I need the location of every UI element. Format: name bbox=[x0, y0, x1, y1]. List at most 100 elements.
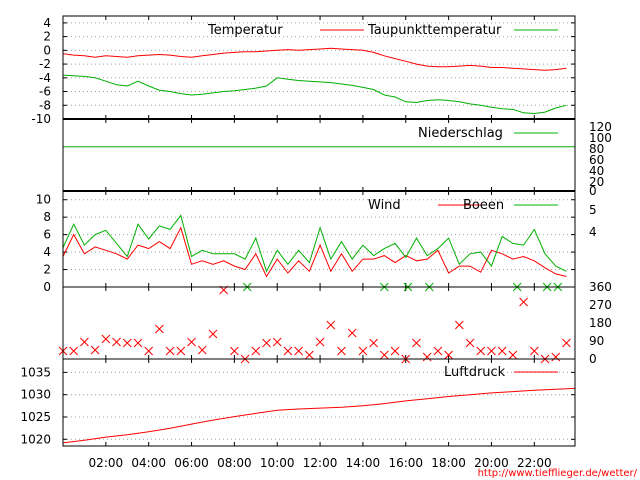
y-tick-label: -8 bbox=[39, 98, 51, 112]
y-tick-label: 0 bbox=[43, 43, 51, 57]
y-tick-label: 4 bbox=[43, 16, 51, 30]
x-tick-label: 14:00 bbox=[346, 456, 381, 470]
y-tick-label: 0 bbox=[43, 280, 51, 294]
panel-pressure: 1035 1030 1025 1020 Luftdruck 02:00 04:00 06:00… bbox=[20, 358, 576, 470]
point-wind-direction bbox=[251, 346, 261, 356]
x-tick-label: 20:00 bbox=[474, 456, 509, 470]
legend-label: Taupunkttemperatur bbox=[367, 23, 502, 38]
series-line-wind bbox=[62, 226, 567, 278]
point-wind-direction bbox=[197, 345, 207, 355]
series-line-taupunkttemperatur bbox=[62, 74, 567, 115]
point-wind-direction bbox=[101, 334, 111, 344]
point-wind-direction bbox=[122, 338, 132, 348]
x-tick-label: 16:00 bbox=[388, 456, 423, 470]
point-wind-direction bbox=[90, 345, 100, 355]
point-wind-direction bbox=[476, 346, 486, 356]
point-wind-direction bbox=[412, 338, 421, 348]
point-wind-direction bbox=[262, 338, 271, 348]
series-line-temperatur bbox=[62, 47, 567, 71]
legend-label: Niederschlag bbox=[418, 126, 503, 141]
y-tick-label: -4 bbox=[39, 71, 51, 85]
point-wind-direction bbox=[444, 350, 453, 360]
right-tick-label: 270 bbox=[589, 298, 612, 312]
y-tick-label: -6 bbox=[39, 85, 51, 99]
y-tick-label: 4 bbox=[43, 245, 51, 259]
y-tick-label: 10 bbox=[36, 193, 51, 207]
point-wind-direction bbox=[187, 337, 196, 347]
legend-label: Boeen bbox=[463, 198, 504, 213]
right-tick-label: 80 bbox=[589, 142, 604, 156]
right-tick-label: 60 bbox=[589, 153, 604, 167]
right-tick-label: 100 bbox=[589, 131, 612, 145]
right-tick-label: 20 bbox=[589, 175, 604, 189]
panel-frame bbox=[62, 286, 576, 360]
point-wind-direction bbox=[454, 320, 464, 330]
right-tick-label: 180 bbox=[589, 316, 612, 330]
x-tick-label: 06:00 bbox=[174, 456, 209, 470]
panel-wind-direction: 360 270 180 90 0 bbox=[58, 280, 612, 366]
panel-frame bbox=[62, 358, 576, 447]
y-tick-label: -10 bbox=[31, 112, 51, 126]
point-wind-direction bbox=[519, 297, 528, 307]
x-tick-label: 12:00 bbox=[303, 456, 338, 470]
right-tick-label: 4 bbox=[589, 225, 597, 239]
point-wind-direction bbox=[315, 337, 325, 347]
point-wind-direction bbox=[433, 346, 443, 356]
y-tick-label: 2 bbox=[43, 263, 51, 277]
point-wind-direction bbox=[529, 346, 539, 356]
right-tick-label: 40 bbox=[589, 164, 604, 178]
series-line-boeen bbox=[62, 214, 567, 273]
x-tick-label: 18:00 bbox=[431, 456, 466, 470]
point-wind-direction bbox=[369, 338, 378, 348]
legend-label: Temperatur bbox=[207, 23, 283, 38]
footer-url[interactable]: http://www.tiefflieger.de/wetter/ bbox=[478, 468, 638, 479]
point-wind-direction bbox=[283, 346, 293, 356]
y-tick-label: 1025 bbox=[20, 410, 51, 424]
y-tick-label: 6 bbox=[43, 228, 51, 242]
series-line-luftdruck bbox=[62, 387, 576, 444]
point-wind-direction bbox=[112, 337, 121, 347]
x-tick-label: 04:00 bbox=[131, 456, 166, 470]
y-tick-label: 8 bbox=[43, 210, 51, 224]
y-tick-label: 1035 bbox=[20, 365, 51, 379]
point-wind-direction bbox=[337, 346, 346, 356]
point-wind-direction bbox=[379, 350, 389, 360]
panel-wind: 10 8 6 4 2 0 5 4 Wind Boeen bbox=[36, 190, 597, 294]
right-tick-label: 0 bbox=[589, 184, 597, 198]
point-wind-direction bbox=[358, 346, 368, 356]
x-tick-label: 22:00 bbox=[517, 456, 552, 470]
right-tick-label: 0 bbox=[589, 352, 597, 366]
x-tick-label: 08:00 bbox=[217, 456, 252, 470]
x-tick-label: 10:00 bbox=[260, 456, 295, 470]
point-wind-direction bbox=[294, 346, 304, 356]
point-wind-direction bbox=[562, 338, 571, 348]
point-wind-direction bbox=[208, 329, 218, 339]
y-tick-label: 1030 bbox=[20, 388, 51, 402]
point-wind-direction bbox=[422, 352, 432, 362]
panel-temperature: 420-2-4-6-8-10 Temperatur Taupunkttemperat… bbox=[31, 15, 576, 126]
point-wind-direction bbox=[551, 352, 561, 362]
point-wind-direction bbox=[155, 324, 164, 334]
point-wind-direction bbox=[133, 338, 143, 348]
point-wind-direction bbox=[487, 346, 496, 356]
right-tick-label: 5 bbox=[589, 203, 597, 217]
legend-label: Luftdruck bbox=[444, 365, 506, 380]
right-tick-label: 120 bbox=[589, 120, 612, 134]
point-wind-direction bbox=[230, 346, 239, 356]
right-tick-label: 90 bbox=[589, 334, 604, 348]
point-wind-direction bbox=[497, 346, 507, 356]
y-tick-label: 1020 bbox=[20, 432, 51, 446]
right-tick-label: 360 bbox=[589, 280, 612, 294]
x-tick-label: 02:00 bbox=[89, 456, 124, 470]
point-wind-direction bbox=[347, 328, 357, 338]
y-tick-label: 2 bbox=[43, 30, 51, 44]
point-wind-direction bbox=[390, 346, 400, 356]
y-tick-label: -2 bbox=[39, 57, 51, 71]
point-wind-direction bbox=[176, 346, 186, 356]
point-wind-direction bbox=[272, 337, 282, 347]
point-wind-direction bbox=[80, 337, 89, 347]
point-wind-direction bbox=[165, 346, 175, 356]
